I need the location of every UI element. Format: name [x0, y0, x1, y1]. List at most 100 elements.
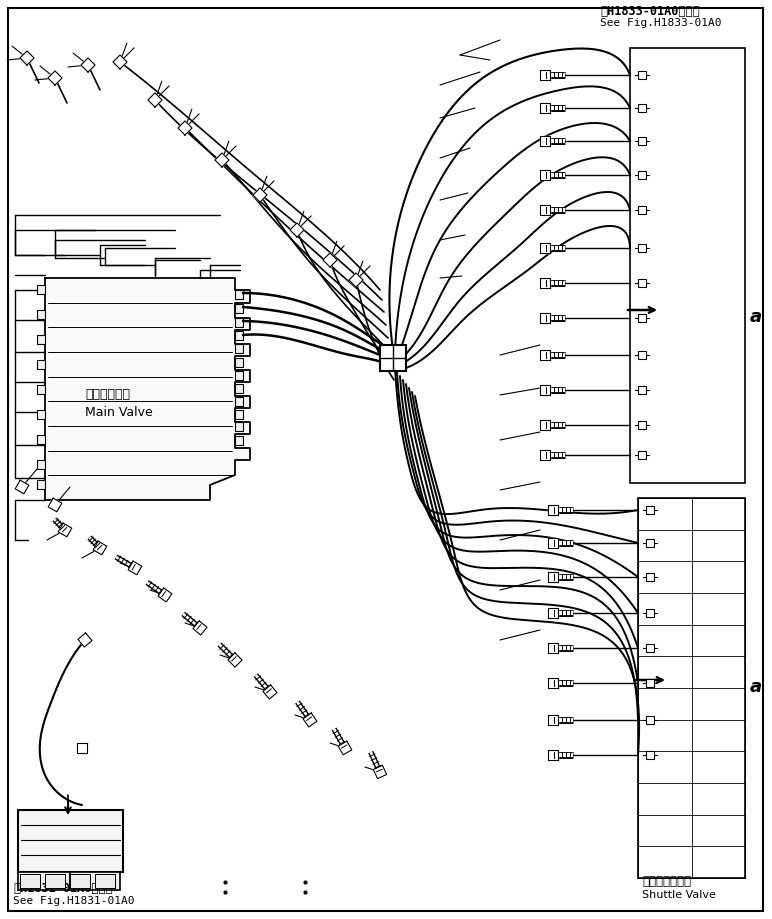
Bar — [235, 397, 243, 406]
Bar — [638, 498, 745, 878]
Polygon shape — [158, 588, 172, 602]
Polygon shape — [548, 608, 558, 618]
Bar — [638, 386, 646, 394]
Polygon shape — [548, 715, 558, 725]
Bar — [235, 344, 243, 353]
Bar — [638, 351, 646, 359]
Bar — [37, 410, 45, 419]
Bar — [20, 874, 40, 888]
Bar — [235, 371, 243, 380]
Polygon shape — [349, 273, 363, 287]
Bar — [638, 279, 646, 287]
Bar — [646, 679, 654, 687]
Bar — [630, 48, 745, 483]
Polygon shape — [540, 205, 550, 215]
Bar — [646, 609, 654, 617]
Polygon shape — [374, 766, 387, 778]
Polygon shape — [338, 741, 352, 754]
Polygon shape — [540, 243, 550, 253]
Bar — [646, 644, 654, 652]
Bar — [70, 872, 120, 890]
Text: シャトルバルブ: シャトルバルブ — [642, 875, 691, 888]
Bar — [18, 810, 123, 872]
Bar — [638, 137, 646, 145]
Polygon shape — [58, 523, 72, 537]
Polygon shape — [548, 538, 558, 548]
Polygon shape — [93, 541, 107, 555]
Bar — [646, 506, 654, 514]
Polygon shape — [193, 621, 207, 635]
Bar — [638, 206, 646, 214]
Polygon shape — [128, 562, 142, 574]
Bar — [638, 71, 646, 79]
Polygon shape — [548, 643, 558, 653]
Polygon shape — [48, 498, 62, 512]
Bar — [638, 104, 646, 112]
Bar — [235, 358, 243, 367]
Bar — [638, 451, 646, 459]
Bar — [235, 384, 243, 393]
Text: メインバルブ: メインバルブ — [85, 389, 130, 402]
Polygon shape — [548, 505, 558, 515]
Polygon shape — [20, 51, 34, 65]
Bar — [37, 335, 45, 344]
Polygon shape — [148, 93, 162, 108]
Text: 第H1831-01A0図参照: 第H1831-01A0図参照 — [13, 882, 113, 895]
Bar — [95, 874, 115, 888]
Bar — [646, 539, 654, 547]
Polygon shape — [15, 480, 29, 494]
Bar — [380, 345, 406, 371]
Polygon shape — [540, 350, 550, 360]
Polygon shape — [253, 187, 267, 202]
Polygon shape — [178, 121, 192, 135]
Bar — [37, 310, 45, 319]
Bar — [638, 314, 646, 322]
Bar — [37, 360, 45, 369]
Polygon shape — [540, 136, 550, 146]
Polygon shape — [548, 750, 558, 760]
Bar — [37, 460, 45, 469]
Polygon shape — [81, 58, 95, 72]
Text: Main Valve: Main Valve — [85, 406, 153, 419]
Polygon shape — [548, 678, 558, 688]
Polygon shape — [323, 253, 337, 267]
Polygon shape — [78, 633, 92, 647]
Bar — [18, 872, 70, 890]
Text: a: a — [750, 308, 762, 326]
Polygon shape — [263, 685, 277, 699]
Text: See Fig.H1833-01A0: See Fig.H1833-01A0 — [600, 18, 722, 28]
Polygon shape — [303, 713, 317, 727]
Bar — [37, 480, 45, 489]
Bar — [235, 436, 243, 445]
Bar — [37, 435, 45, 444]
Polygon shape — [48, 71, 62, 85]
Polygon shape — [77, 743, 87, 753]
Polygon shape — [540, 385, 550, 395]
Bar — [638, 244, 646, 252]
Bar — [235, 318, 243, 327]
Polygon shape — [540, 450, 550, 460]
Polygon shape — [540, 103, 550, 113]
Bar — [235, 422, 243, 431]
Bar — [235, 290, 243, 299]
Text: Shuttle Valve: Shuttle Valve — [642, 890, 716, 900]
Polygon shape — [228, 652, 242, 667]
Polygon shape — [113, 55, 127, 69]
Text: a: a — [750, 678, 762, 696]
Bar — [646, 573, 654, 581]
Text: 第H1833-01A0図参照: 第H1833-01A0図参照 — [600, 5, 699, 18]
Polygon shape — [45, 278, 250, 500]
Polygon shape — [215, 153, 229, 167]
Bar — [235, 410, 243, 419]
Bar — [646, 716, 654, 724]
Polygon shape — [540, 70, 550, 80]
Bar — [235, 304, 243, 313]
Bar — [37, 285, 45, 294]
Polygon shape — [548, 572, 558, 582]
Bar — [37, 385, 45, 394]
Polygon shape — [540, 170, 550, 180]
Text: See Fig.H1831-01A0: See Fig.H1831-01A0 — [13, 896, 134, 906]
Bar — [235, 331, 243, 340]
Bar — [70, 874, 90, 888]
Bar — [638, 421, 646, 429]
